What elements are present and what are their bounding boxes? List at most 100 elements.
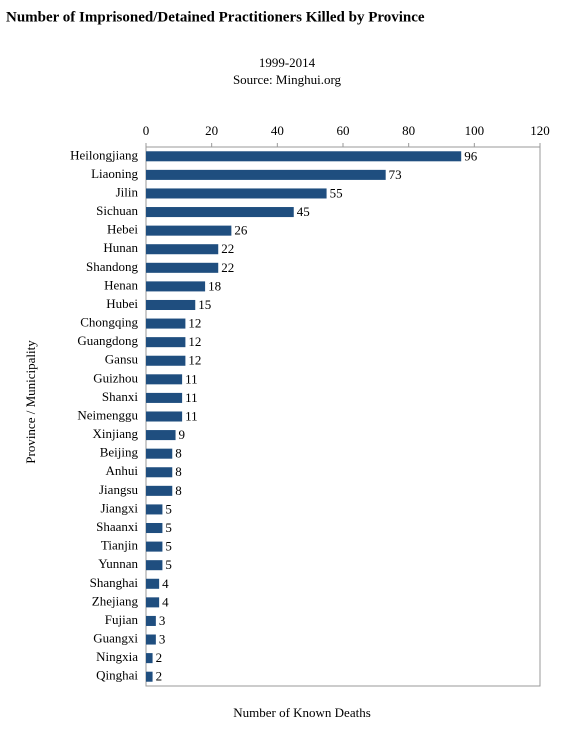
bar — [146, 541, 163, 552]
y-tick-label: Beijing — [100, 445, 139, 460]
y-tick-label: Jiangsu — [99, 482, 139, 497]
bar — [146, 151, 462, 162]
data-label: 12 — [188, 353, 201, 368]
y-tick-label: Shaanxi — [96, 519, 138, 534]
y-tick-label: Tianjin — [101, 538, 139, 553]
bar — [146, 522, 163, 534]
y-tick-label: Shanxi — [102, 389, 139, 404]
bar — [146, 244, 219, 255]
y-tick-label: Guizhou — [93, 370, 138, 385]
data-label: 5 — [165, 520, 172, 535]
y-tick-label: Neimenggu — [77, 407, 138, 422]
x-axis-label: Number of Known Deaths — [233, 705, 371, 720]
data-label: 22 — [221, 241, 234, 256]
y-tick-label: Xinjiang — [93, 426, 139, 441]
chart-subtitle: 1999-2014 — [259, 55, 316, 70]
y-tick-label: Sichuan — [96, 203, 138, 218]
data-label: 96 — [464, 148, 478, 163]
y-tick-label: Hebei — [107, 222, 138, 237]
bar — [146, 485, 173, 496]
data-label: 2 — [156, 650, 163, 665]
data-label: 2 — [156, 669, 163, 684]
data-label: 8 — [175, 446, 182, 461]
data-label: 15 — [198, 297, 211, 312]
chart-source: Source: Minghui.org — [233, 72, 342, 87]
y-tick-label: Henan — [104, 277, 138, 292]
y-axis-label: Province / Municipality — [23, 340, 38, 464]
y-tick-label: Chongqing — [80, 315, 138, 330]
y-tick-label: Shandong — [86, 259, 139, 274]
bar — [146, 615, 156, 626]
data-label: 12 — [188, 334, 201, 349]
x-tick-label: 20 — [205, 123, 218, 138]
y-tick-label: Qinghai — [96, 668, 138, 683]
bar — [146, 671, 153, 682]
data-label: 11 — [185, 371, 198, 386]
y-tick-label: Jiangxi — [100, 500, 138, 515]
y-tick-label: Zhejiang — [92, 593, 139, 608]
y-tick-label: Liaoning — [91, 166, 138, 181]
y-tick-label: Guangdong — [77, 333, 138, 348]
bar — [146, 355, 186, 366]
y-tick-label: Shanghai — [90, 575, 139, 590]
bar — [146, 299, 196, 311]
data-label: 11 — [185, 390, 198, 405]
x-tick-label: 40 — [271, 123, 284, 138]
data-label: 4 — [162, 594, 169, 609]
data-label: 4 — [162, 576, 169, 591]
x-tick-label: 80 — [402, 123, 415, 138]
y-tick-label: Heilongjiang — [70, 147, 138, 162]
bar — [146, 560, 163, 571]
data-label: 73 — [389, 167, 402, 182]
data-label: 8 — [175, 483, 182, 498]
bar — [146, 411, 183, 422]
y-tick-label: Jilin — [116, 184, 139, 199]
data-label: 11 — [185, 408, 198, 423]
bar — [146, 653, 153, 664]
data-label: 45 — [297, 204, 310, 219]
bar — [146, 430, 176, 441]
y-tick-label: Hubei — [106, 296, 138, 311]
bar — [146, 262, 219, 273]
data-label: 9 — [179, 427, 186, 442]
bar — [146, 467, 173, 478]
bar — [146, 225, 232, 236]
x-tick-label: 60 — [337, 123, 350, 138]
data-label: 26 — [234, 223, 248, 238]
bar — [146, 188, 327, 199]
y-tick-label: Guangxi — [93, 631, 138, 646]
bar — [146, 504, 163, 515]
data-label: 5 — [165, 557, 172, 572]
bar — [146, 169, 386, 180]
bar — [146, 392, 183, 403]
bar — [146, 318, 186, 329]
bar — [146, 597, 160, 608]
y-tick-label: Ningxia — [96, 649, 138, 664]
data-label: 5 — [165, 501, 172, 516]
chart-title: Number of Imprisoned/Detained Practition… — [6, 9, 425, 25]
x-tick-label: 100 — [465, 123, 485, 138]
y-tick-label: Yunnan — [98, 556, 138, 571]
data-label: 3 — [159, 632, 166, 647]
bar — [146, 207, 294, 218]
data-label: 3 — [159, 613, 166, 628]
y-tick-label: Anhui — [106, 463, 139, 478]
bar — [146, 578, 160, 589]
data-label: 18 — [208, 278, 221, 293]
bar — [146, 374, 183, 385]
y-tick-label: Gansu — [105, 352, 139, 367]
data-label: 12 — [188, 316, 201, 331]
data-label: 8 — [175, 464, 182, 479]
bar — [146, 281, 206, 292]
x-tick-label: 0 — [143, 123, 150, 138]
bar — [146, 337, 186, 348]
data-label: 22 — [221, 260, 234, 275]
x-tick-label: 120 — [530, 123, 550, 138]
data-label: 5 — [165, 539, 172, 554]
bar — [146, 448, 173, 459]
data-label: 55 — [330, 185, 343, 200]
bar — [146, 634, 156, 645]
y-tick-label: Fujian — [105, 612, 139, 627]
y-tick-label: Hunan — [103, 240, 138, 255]
